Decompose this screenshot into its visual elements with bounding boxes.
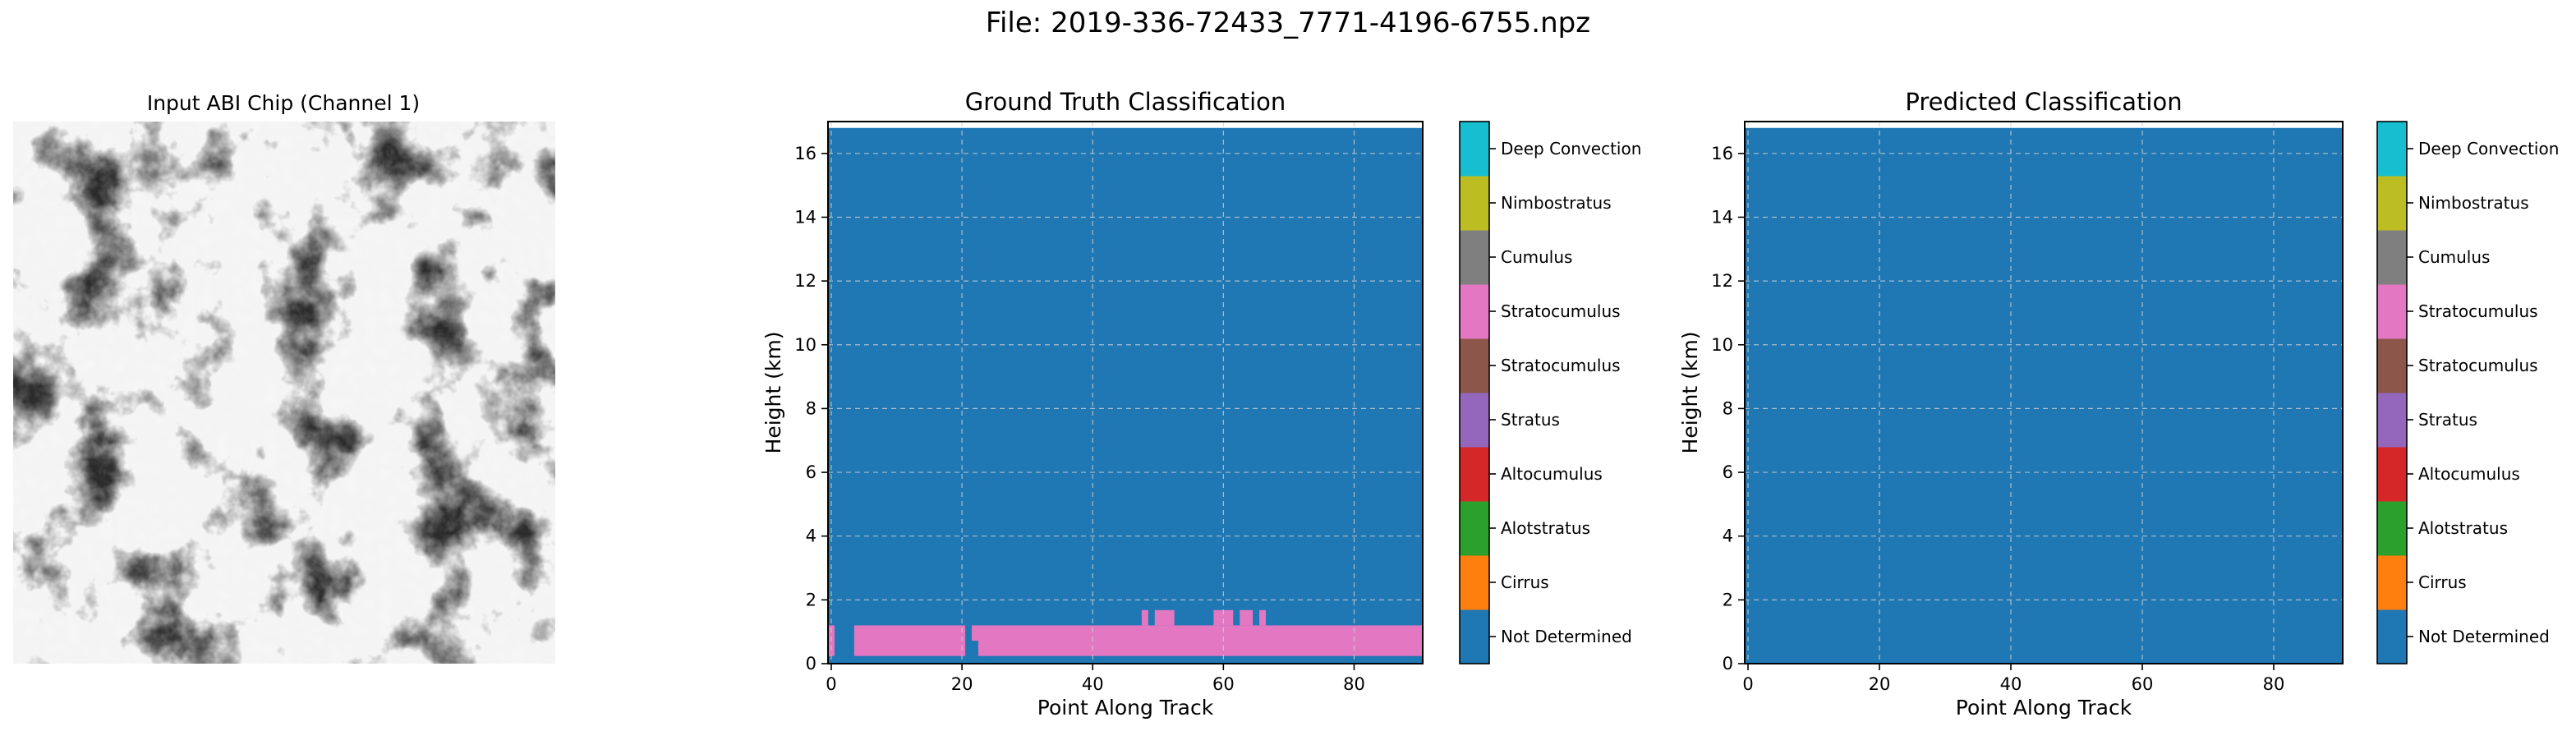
x-axis-label: Point Along Track (1956, 696, 2132, 720)
abi-chip-title: Input ABI Chip (Channel 1) (147, 91, 420, 115)
colorbar-label: Nimbostratus (2418, 193, 2529, 213)
colorbar-swatch (1460, 230, 1489, 285)
heatmap-band (1240, 609, 1254, 626)
colorbar-swatch (1460, 284, 1489, 339)
colorbar-swatch (2377, 230, 2407, 285)
panel-title: Predicted Classification (1905, 88, 2182, 116)
colorbar-swatch (1460, 501, 1489, 556)
colorbar-swatch (1460, 338, 1489, 393)
y-tick-label: 12 (794, 271, 816, 291)
heatmap-band (1213, 609, 1234, 626)
colorbar-swatch (2377, 447, 2407, 502)
x-axis-label: Point Along Track (1037, 696, 1214, 720)
colorbar-swatch (1460, 393, 1489, 448)
colorbar-frame (1459, 121, 1490, 664)
colorbar-label: Not Determined (2418, 627, 2550, 646)
colorbar-swatch (2377, 122, 2407, 177)
colorbar-swatch (2377, 609, 2407, 664)
colorbar-swatch (1460, 555, 1489, 610)
x-tick-label: 20 (951, 674, 973, 694)
colorbar-label: Not Determined (1501, 627, 1632, 646)
y-tick-label: 8 (806, 398, 816, 418)
y-tick-label: 14 (794, 207, 816, 227)
colorbar-swatch (2377, 501, 2407, 556)
y-axis-label: Height (km) (761, 332, 785, 454)
predicted-panel: Predicted Classification 0 20 40 60 80 0 2 4 6 8 10… (1678, 88, 2559, 720)
x-tick-label: 80 (1343, 674, 1365, 694)
x-tick-label: 0 (826, 674, 836, 694)
heatmap-background (1745, 127, 2343, 664)
x-tick-label: 40 (2000, 674, 2022, 694)
colorbar-swatch (2377, 338, 2407, 393)
y-tick-label: 4 (1723, 526, 1733, 546)
x-tick-label: 20 (1869, 674, 1891, 694)
colorbar-label: Altocumulus (1501, 464, 1603, 484)
colorbar-label: Cumulus (1501, 247, 1572, 267)
x-tick-label: 60 (1212, 674, 1235, 694)
abi-chip-panel: Input ABI Chip (Channel 1) (13, 91, 555, 664)
colorbar-label: Stratus (2418, 410, 2477, 430)
colorbar-label: Deep Convection (1501, 139, 1641, 159)
x-tick-label: 0 (1742, 674, 1753, 694)
figure-suptitle: File: 2019-336-72433_7771-4196-6755.npz (985, 7, 1591, 39)
colorbar-swatch (1460, 447, 1489, 502)
y-tick-label: 14 (1711, 207, 1733, 227)
colorbar-label: Stratocumulus (1501, 301, 1621, 321)
y-tick-label: 6 (1723, 462, 1733, 482)
y-tick-label: 0 (806, 654, 816, 674)
abi-chip-image-detail (13, 122, 555, 664)
x-tick-label: 40 (1082, 674, 1104, 694)
axes-frame (1744, 121, 2344, 664)
y-tick-label: 12 (1711, 271, 1733, 291)
y-axis-label: Height (km) (1678, 332, 1702, 454)
heatmap-band (1141, 609, 1148, 626)
y-tick-label: 10 (1711, 335, 1733, 355)
y-tick-label: 2 (1723, 590, 1733, 609)
colorbar-swatch (2377, 176, 2407, 231)
colorbar-label: Nimbostratus (1501, 193, 1612, 213)
y-tick-label: 6 (806, 462, 816, 482)
colorbar-label: Cirrus (1501, 572, 1549, 592)
heatmap-band (1259, 609, 1267, 626)
colorbar-label: Cirrus (2418, 572, 2467, 592)
axes-frame (827, 121, 1424, 664)
x-tick-label: 60 (2132, 674, 2154, 694)
colorbar-frame (2376, 121, 2408, 664)
heatmap-band (972, 625, 978, 641)
colorbar-label: Alotstratus (1501, 518, 1590, 538)
colorbar-swatch (1460, 176, 1489, 231)
colorbar-label: Deep Convection (2418, 139, 2559, 159)
colorbar-label: Stratocumulus (1501, 356, 1621, 375)
y-tick-label: 4 (806, 526, 816, 546)
colorbar-swatch (2377, 393, 2407, 448)
y-tick-label: 16 (1711, 144, 1733, 163)
heatmap-band (1154, 609, 1175, 626)
colorbar-label: Stratocumulus (2418, 356, 2538, 375)
colorbar-label: Cumulus (2418, 247, 2490, 267)
heatmap-band (853, 625, 966, 656)
y-tick-label: 0 (1723, 654, 1733, 674)
ground-truth-panel: Ground Truth Classification 0 20 40 60 80 0 2 4 6… (761, 88, 1641, 720)
colorbar-label: Altocumulus (2418, 464, 2520, 484)
colorbar-label: Stratocumulus (2418, 301, 2538, 321)
y-tick-label: 8 (1723, 398, 1733, 418)
y-tick-label: 10 (794, 335, 816, 355)
heatmap-background (828, 127, 1423, 664)
panel-title: Ground Truth Classification (965, 88, 1286, 116)
x-tick-label: 80 (2263, 674, 2285, 694)
colorbar-swatch (1460, 122, 1489, 177)
colorbar-label: Stratus (1501, 410, 1560, 430)
y-tick-label: 16 (794, 144, 816, 163)
colorbar-swatch (2377, 555, 2407, 610)
heatmap-band (978, 625, 1423, 656)
colorbar-swatch (1460, 609, 1489, 664)
colorbar-label: Alotstratus (2418, 518, 2508, 538)
y-tick-label: 2 (806, 590, 816, 609)
colorbar-swatch (2377, 284, 2407, 339)
